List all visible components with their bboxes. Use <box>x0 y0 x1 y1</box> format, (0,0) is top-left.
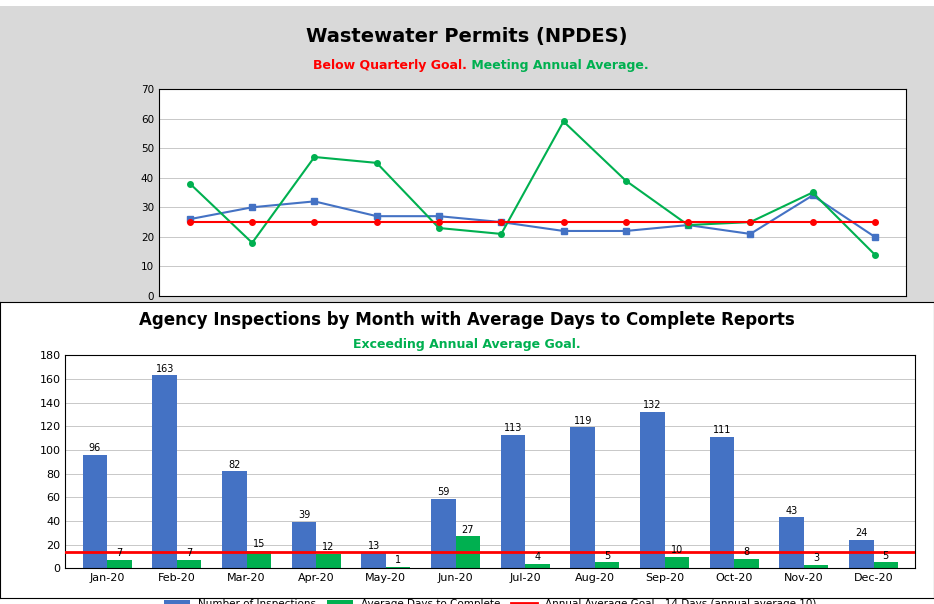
Text: Meeting Annual Average.: Meeting Annual Average. <box>467 59 648 72</box>
Text: Wastewater Permits (NPDES): Wastewater Permits (NPDES) <box>306 27 628 46</box>
Text: Below Quarterly Goal.: Below Quarterly Goal. <box>313 59 467 72</box>
Text: Agency Inspections by Month with Average Days to Complete Reports: Agency Inspections by Month with Average… <box>139 311 795 329</box>
Text: Exceeding Annual Average Goal.: Exceeding Annual Average Goal. <box>353 338 581 350</box>
